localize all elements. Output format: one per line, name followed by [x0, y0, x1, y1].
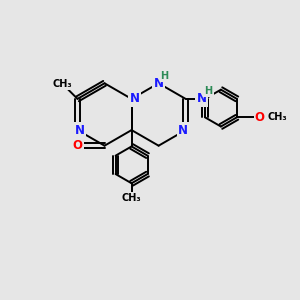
Text: N: N — [130, 92, 140, 105]
Text: H: H — [205, 86, 213, 96]
Text: O: O — [255, 111, 265, 124]
Text: CH₃: CH₃ — [53, 79, 73, 89]
Text: O: O — [73, 139, 83, 152]
Text: N: N — [196, 92, 206, 105]
Text: N: N — [75, 124, 85, 136]
Text: H: H — [160, 71, 169, 81]
Text: CH₃: CH₃ — [122, 193, 141, 203]
Text: N: N — [178, 124, 188, 136]
Text: N: N — [154, 77, 164, 90]
Text: CH₃: CH₃ — [267, 112, 287, 122]
